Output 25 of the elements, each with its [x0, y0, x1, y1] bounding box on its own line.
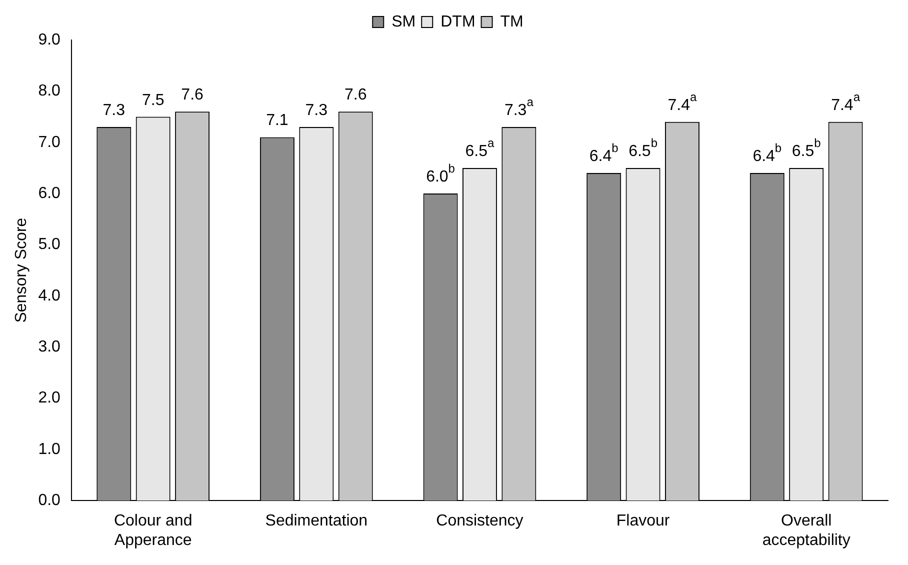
data-label: 7.5 — [142, 92, 164, 109]
y-tick-label: 6.0 — [38, 184, 61, 202]
y-tick-label: 5.0 — [38, 236, 61, 254]
x-tick-label: Consistency — [436, 512, 524, 530]
y-tick-label: 9.0 — [38, 31, 61, 48]
y-tick-label: 7.0 — [38, 134, 61, 151]
y-tick-label: 1.0 — [38, 440, 61, 458]
y-tick-label: 8.0 — [38, 82, 61, 100]
data-label: 7.6 — [181, 86, 204, 104]
legend-label: SM — [392, 13, 416, 30]
data-label: 7.3 — [102, 102, 126, 119]
x-tick-label: Overall acceptability — [762, 512, 850, 549]
x-tick-label: Sedimentation — [265, 512, 368, 530]
legend-label: TM — [500, 13, 524, 30]
legend-label: DTM — [440, 13, 476, 30]
x-tick-label: Flavour — [616, 512, 670, 530]
data-label: 7.3 — [305, 102, 328, 119]
y-tick-label: 4.0 — [38, 287, 61, 304]
y-tick-label: 3.0 — [38, 338, 61, 356]
data-label: 7.1 — [266, 112, 288, 130]
y-axis-title: Sensory Score — [13, 218, 30, 323]
y-tick-label: 0.0 — [38, 492, 61, 510]
x-tick-label: Colour and Apperance — [114, 512, 192, 549]
y-tick-label: 2.0 — [38, 390, 61, 407]
data-label: 7.6 — [344, 86, 367, 104]
